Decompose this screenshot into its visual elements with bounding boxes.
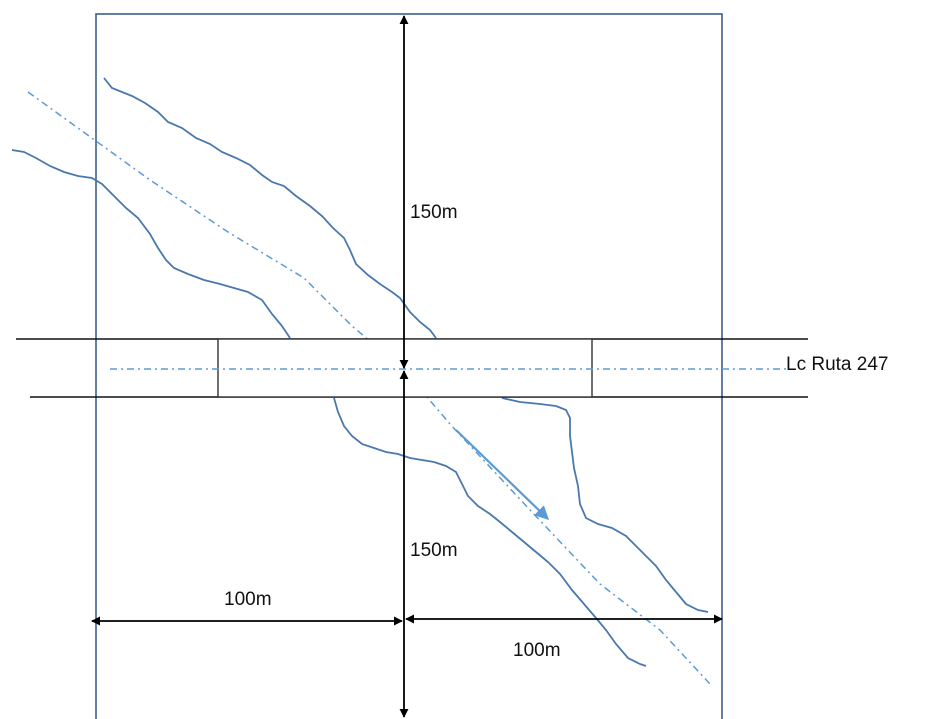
river-lower-bank-continued [333, 397, 647, 667]
left-distance-label: 100m [224, 589, 272, 610]
river-upper-bank [103, 77, 437, 339]
upper-distance-label: 150m [410, 202, 458, 223]
right-distance-label: 100m [513, 640, 561, 661]
river-upper-bank-continued [501, 397, 709, 613]
flow-direction-arrow [455, 429, 550, 520]
lower-distance-label: 150m [410, 540, 458, 561]
route-axis-label: Lc Ruta 247 [786, 354, 889, 375]
river-lower-bank [11, 149, 291, 339]
river-centerline [27, 91, 711, 685]
bridge-deck [217, 338, 593, 398]
